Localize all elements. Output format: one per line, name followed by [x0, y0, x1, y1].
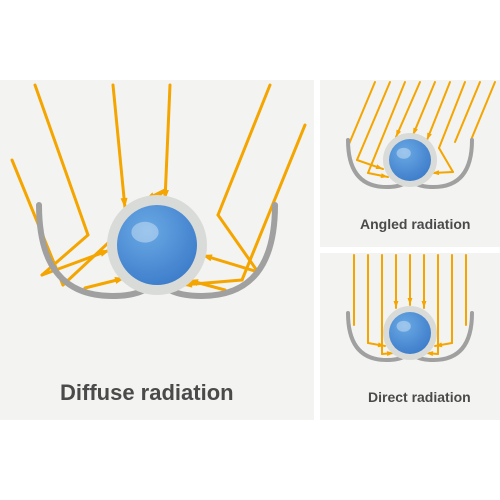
panel-direct: Direct radiation	[320, 253, 500, 420]
angled-label: Angled radiation	[360, 216, 470, 232]
panel-angled: Angled radiation	[320, 80, 500, 247]
panel-diffuse: Diffuse radiation	[0, 80, 314, 420]
diffuse-illustration	[0, 80, 314, 350]
angled-illustration	[320, 80, 500, 210]
direct-label: Direct radiation	[368, 389, 471, 405]
direct-illustration	[320, 253, 500, 383]
diagram-canvas: Diffuse radiation Angled radiation Direct …	[0, 0, 500, 500]
diffuse-label: Diffuse radiation	[60, 380, 234, 406]
